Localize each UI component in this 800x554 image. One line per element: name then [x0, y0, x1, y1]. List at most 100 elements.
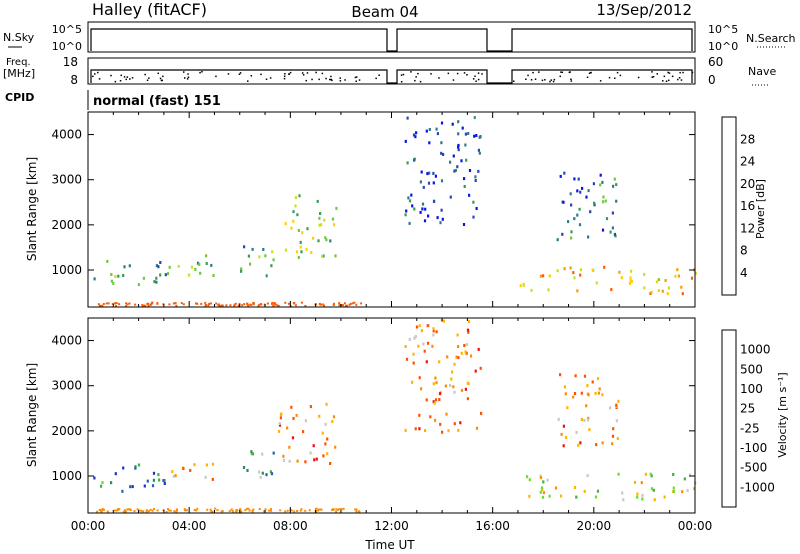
echo-cell	[331, 420, 334, 423]
echo-cell	[422, 342, 425, 346]
echo-cell	[575, 495, 578, 499]
echo-cell	[260, 303, 263, 306]
echo-cell	[445, 412, 448, 416]
echo-cell	[125, 302, 127, 305]
echo-cell	[460, 351, 463, 355]
echo-cell	[467, 330, 470, 334]
echo-cell	[264, 508, 267, 511]
echo-cell	[693, 487, 696, 491]
echo-cell	[106, 510, 109, 513]
echo-cell	[112, 281, 115, 285]
echo-cell	[605, 217, 609, 221]
echo-cell	[570, 236, 573, 240]
echo-cell	[317, 509, 320, 512]
echo-cell	[258, 255, 261, 259]
nave-point	[148, 77, 150, 79]
echo-cell	[530, 288, 533, 292]
echo-cell	[246, 303, 249, 305]
echo-cell	[576, 289, 579, 293]
echo-cell	[604, 199, 607, 203]
echo-cell	[457, 132, 460, 136]
echo-cell	[310, 251, 313, 254]
nave-tick-top: 60	[708, 55, 723, 69]
nave-point	[302, 74, 305, 76]
echo-cell	[106, 259, 109, 263]
echo-cell	[291, 436, 295, 440]
nave-point	[375, 77, 377, 80]
nave-point	[430, 73, 432, 75]
echo-cell	[322, 454, 325, 458]
echo-cell	[321, 303, 324, 306]
echo-cell	[343, 302, 346, 305]
echo-cell	[559, 494, 563, 498]
echo-cell	[334, 445, 337, 449]
echo-cell	[580, 418, 583, 421]
nave-point	[92, 75, 94, 78]
echo-cell	[332, 415, 336, 419]
colorbar-tick-label: 12	[740, 221, 755, 235]
echo-cell	[526, 475, 529, 479]
echo-cell	[620, 276, 623, 280]
echo-cell	[324, 442, 327, 446]
echo-cell	[574, 374, 577, 378]
echo-cell	[126, 508, 129, 511]
echo-cell	[442, 153, 445, 156]
echo-cell	[278, 422, 281, 425]
echo-cell	[271, 250, 274, 254]
nave-point	[616, 71, 619, 74]
echo-cell	[418, 427, 421, 431]
echo-cell	[295, 413, 298, 417]
echo-cell	[145, 509, 148, 512]
echo-cell	[427, 181, 431, 185]
echo-cell	[284, 301, 287, 304]
colorbar-frame	[721, 116, 737, 296]
nave-point	[378, 74, 380, 76]
echo-cell	[115, 305, 117, 308]
echo-cell	[414, 335, 417, 338]
echo-cell	[466, 397, 469, 401]
echo-cell	[168, 303, 171, 306]
echo-cell	[195, 302, 197, 305]
nave-point	[668, 72, 671, 74]
echo-cell	[406, 161, 409, 165]
echo-cell	[539, 274, 542, 278]
echo-cell	[539, 490, 542, 494]
echo-cell	[114, 472, 117, 476]
echo-cell	[340, 303, 343, 306]
echo-cell	[259, 475, 262, 479]
nave-point	[199, 71, 201, 74]
echo-cell	[335, 508, 338, 511]
echo-cell	[672, 473, 675, 476]
echo-cell	[587, 416, 590, 420]
echo-cell	[597, 391, 600, 395]
echo-cell	[210, 263, 213, 267]
echo-cell	[562, 200, 565, 204]
echo-cell	[189, 468, 192, 472]
echo-cell	[447, 429, 450, 433]
echo-cell	[602, 195, 605, 199]
echo-cell	[321, 431, 324, 435]
nsky-trace	[90, 28, 693, 52]
echo-cell	[586, 474, 589, 478]
echo-cell	[419, 210, 422, 214]
echo-cell	[595, 281, 598, 285]
echo-cell	[477, 169, 480, 173]
echo-cell	[664, 279, 667, 282]
echo-cell	[207, 304, 210, 307]
echo-cell	[306, 227, 309, 231]
echo-cell	[636, 495, 639, 499]
echo-cell	[107, 302, 110, 305]
x-tick-label: 00:00	[71, 519, 106, 533]
echo-cell	[441, 217, 444, 221]
echo-cell	[451, 122, 454, 126]
echo-cell	[270, 264, 273, 268]
echo-cell	[591, 380, 594, 384]
echo-cell	[599, 173, 602, 177]
nave-point	[247, 80, 249, 82]
echo-cell	[417, 344, 420, 348]
nave-point	[315, 71, 317, 74]
echo-cell	[97, 303, 100, 306]
y-tick-label: 2000	[51, 424, 82, 438]
y-tick-label: 3000	[51, 173, 82, 187]
echo-cell	[217, 303, 220, 306]
